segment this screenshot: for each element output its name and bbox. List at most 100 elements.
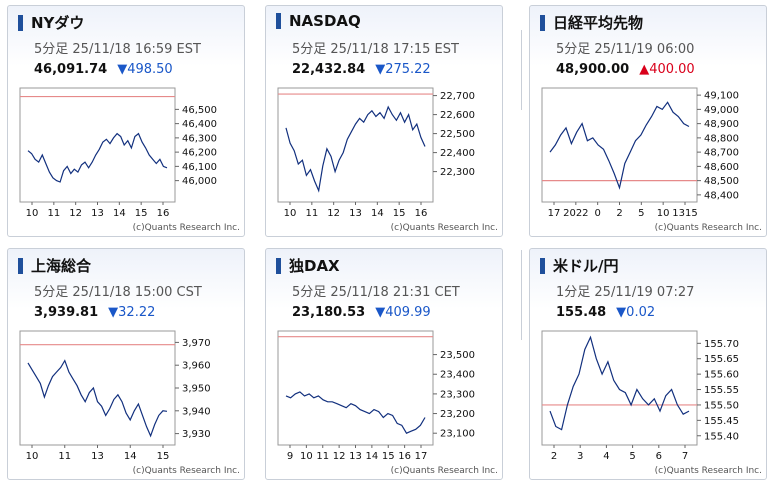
panel-subtitle: 5分足 25/11/18 21:31 CET: [292, 285, 460, 300]
title-marker-icon: [276, 13, 281, 29]
x-tick-label: 11: [58, 451, 71, 462]
y-tick-label: 48,500: [704, 176, 739, 187]
chart-ny-dow: 46,500 46,400 46,300 46,200 46,100 46,000 10 11…: [19, 87, 240, 233]
y-tick-label: 22,500: [440, 129, 475, 140]
title-marker-icon: [540, 14, 545, 31]
copyright-label: (c)Quants Research Inc.: [133, 466, 240, 476]
change-value: ▼498.50: [117, 62, 173, 77]
y-tick-label: 155.45: [704, 416, 739, 427]
y-tick-label: 3,940: [182, 406, 211, 417]
x-tick-label: 11: [316, 451, 329, 462]
panel-title[interactable]: NASDAQ: [276, 12, 361, 30]
plot-area: [277, 330, 434, 446]
panel-title[interactable]: 日経平均先物: [540, 12, 643, 33]
panel-shanghai[interactable]: 上海総合 5分足 25/11/18 15:00 CST 3,939.81 ▼32.…: [7, 248, 245, 480]
price-series-line: [27, 132, 168, 183]
x-tick-label: 13: [91, 208, 104, 219]
panel-title[interactable]: 上海総合: [18, 255, 91, 276]
y-tick-label: 3,930: [182, 429, 211, 440]
panel-title[interactable]: 米ドル/円: [540, 255, 618, 276]
y-tick-label: 23,400: [440, 370, 475, 381]
price-series-line: [285, 391, 426, 434]
y-tick-label: 3,960: [182, 361, 211, 372]
plot-area: [541, 330, 698, 446]
x-tick-label: 7: [682, 451, 688, 462]
y-tick-label: 23,300: [440, 389, 475, 400]
x-tick-label: 14: [113, 208, 126, 219]
panel-subtitle: 5分足 25/11/18 15:00 CST: [34, 285, 202, 300]
x-tick-label: 11: [47, 208, 60, 219]
panel-dax[interactable]: 独DAX 5分足 25/11/18 21:31 CET 23,180.53 ▼40…: [265, 248, 503, 480]
chart-usdjpy: 155.70 155.65 155.60 155.55 155.50 155.45 155.…: [541, 330, 762, 476]
x-tick-label: 15: [135, 208, 148, 219]
panel-value: 155.48 ▼0.02: [556, 305, 656, 320]
y-tick-label: 46,400: [182, 119, 217, 130]
y-tick-label: 46,300: [182, 133, 217, 144]
y-tick-label: 155.40: [704, 431, 739, 442]
price-series-line: [549, 335, 690, 431]
x-tick-label: 12: [333, 451, 346, 462]
price-series-line: [285, 105, 426, 193]
y-tick-label: 22,400: [440, 148, 475, 159]
plot-area: [19, 330, 176, 446]
y-tick-label: 23,200: [440, 409, 475, 420]
x-tick-label: 10: [26, 451, 39, 462]
y-tick-label: 46,100: [182, 162, 217, 173]
y-tick-label: 48,600: [704, 162, 739, 173]
x-tick-label: 15: [157, 451, 170, 462]
y-tick-label: 155.70: [704, 339, 739, 350]
title-marker-icon: [18, 14, 23, 31]
x-tick-label: 14: [371, 208, 384, 219]
panel-subtitle: 5分足 25/11/18 17:15 EST: [292, 42, 459, 57]
change-value: ▼275.22: [375, 62, 431, 77]
panel-value: 22,432.84 ▼275.22: [292, 62, 431, 77]
title-marker-icon: [276, 257, 281, 274]
plot-area: [541, 87, 698, 203]
panel-nasdaq[interactable]: NASDAQ 5分足 25/11/18 17:15 EST 22,432.84 ▼…: [265, 5, 503, 237]
copyright-label: (c)Quants Research Inc.: [655, 466, 762, 476]
panel-ny-dow[interactable]: NYダウ 5分足 25/11/18 16:59 EST 46,091.74 ▼49…: [7, 5, 245, 237]
x-tick-label: 9: [287, 451, 293, 462]
x-tick-label: 12: [327, 208, 340, 219]
panel-title[interactable]: NYダウ: [18, 12, 84, 33]
x-tick-label: 2: [551, 451, 557, 462]
panel-usdjpy[interactable]: 米ドル/円 1分足 25/11/19 07:27 155.48 ▼0.02 155…: [529, 248, 767, 480]
y-tick-label: 46,500: [182, 105, 217, 116]
panel-subtitle: 1分足 25/11/19 07:27: [556, 285, 695, 300]
y-tick-label: 49,000: [704, 105, 739, 116]
change-value: ▲400.00: [639, 62, 695, 77]
price-series-line: [549, 101, 690, 190]
x-tick-label: 0: [594, 208, 600, 219]
y-tick-label: 23,100: [440, 429, 475, 440]
chart-nikkei-futures: 49,100 49,000 48,900 48,800 48,700 48,600 48,5…: [541, 87, 762, 233]
title-marker-icon: [540, 257, 545, 274]
panel-subtitle: 5分足 25/11/18 16:59 EST: [34, 42, 201, 57]
plot-area: [277, 87, 434, 203]
x-tick-label: 5: [638, 208, 644, 219]
x-tick-label: 3: [577, 451, 583, 462]
x-tick-label: 10: [26, 208, 39, 219]
panel-title[interactable]: 独DAX: [276, 255, 340, 276]
y-tick-label: 48,400: [704, 190, 739, 201]
chart-dax: 23,500 23,400 23,300 23,200 23,100 9 10 11 12 13 1…: [277, 330, 498, 476]
x-tick-label: 14: [366, 451, 379, 462]
x-tick-label: 15: [393, 208, 406, 219]
title-marker-icon: [18, 257, 23, 274]
x-tick-label: 2022: [563, 208, 588, 219]
chart-shanghai: 3,970 3,960 3,950 3,940 3,930 10 11 13 14 15 (c)Qu…: [19, 330, 240, 476]
y-tick-label: 23,500: [440, 350, 475, 361]
y-tick-label: 48,900: [704, 119, 739, 130]
copyright-label: (c)Quants Research Inc.: [655, 223, 762, 233]
y-tick-label: 22,600: [440, 110, 475, 121]
x-tick-label: 12: [69, 208, 82, 219]
copyright-label: (c)Quants Research Inc.: [391, 466, 498, 476]
copyright-label: (c)Quants Research Inc.: [391, 223, 498, 233]
x-tick-label: 16: [398, 451, 411, 462]
panel-nikkei-futures[interactable]: 日経平均先物 5分足 25/11/19 06:00 48,900.00 ▲400.…: [529, 5, 767, 237]
y-tick-label: 48,700: [704, 148, 739, 159]
x-tick-label: 14: [124, 451, 137, 462]
y-tick-label: 46,000: [182, 176, 217, 187]
x-tick-label: 17: [415, 451, 428, 462]
x-tick-label: 10: [300, 451, 313, 462]
y-tick-label: 155.60: [704, 370, 739, 381]
